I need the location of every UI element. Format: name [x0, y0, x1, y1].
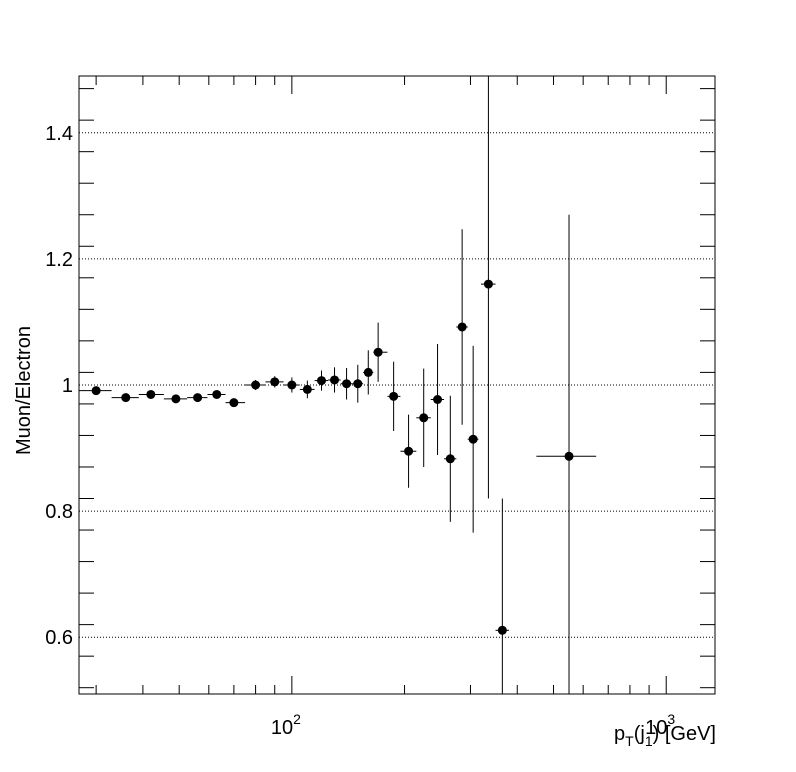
x-tick-label: 102 — [271, 711, 301, 739]
data-marker — [171, 394, 181, 404]
data-marker — [433, 395, 443, 405]
x-title-open: (j — [634, 723, 645, 745]
data-point — [373, 322, 388, 382]
data-marker — [457, 322, 467, 332]
data-point — [340, 367, 353, 400]
data-point — [328, 367, 341, 393]
x-tick-base: 10 — [271, 717, 293, 739]
data-point — [430, 344, 445, 455]
data-points — [79, 76, 597, 694]
x-title-sub-t: T — [625, 733, 634, 749]
y-tick-label: 1.2 — [45, 249, 73, 271]
x-title-p: p — [614, 723, 625, 745]
y-tick-label: 0.6 — [45, 627, 73, 649]
data-point — [299, 380, 315, 399]
data-marker — [270, 377, 280, 387]
data-point — [456, 229, 468, 425]
data-point — [111, 393, 139, 403]
data-marker — [373, 347, 383, 357]
x-tick-exponent: 2 — [293, 711, 301, 727]
data-marker — [353, 379, 363, 389]
data-point — [207, 389, 226, 399]
data-marker — [91, 386, 101, 396]
y-tick-label: 1 — [62, 375, 73, 397]
data-point — [480, 76, 496, 499]
plot-frame — [78, 75, 716, 695]
data-marker — [302, 384, 312, 394]
data-point — [387, 361, 401, 432]
data-marker — [330, 375, 340, 385]
data-point — [314, 370, 329, 391]
axis-ticks — [79, 76, 715, 694]
data-marker — [121, 393, 131, 403]
x-title-close: ) [GeV] — [653, 723, 716, 745]
data-point — [416, 368, 431, 467]
data-marker — [287, 380, 297, 390]
data-marker — [317, 376, 327, 386]
data-point — [400, 414, 417, 488]
data-marker — [468, 434, 478, 444]
data-point — [163, 394, 188, 404]
data-marker — [445, 454, 455, 464]
data-point — [444, 395, 457, 522]
x-axis-title: pT(j1) [GeV] — [614, 723, 716, 749]
data-marker — [497, 625, 507, 635]
data-point — [363, 350, 374, 395]
data-point — [495, 498, 509, 694]
data-marker — [363, 367, 373, 377]
data-point — [467, 345, 479, 533]
x-tick-exponent: 3 — [667, 711, 675, 727]
data-point — [187, 393, 208, 403]
data-marker — [483, 279, 493, 289]
data-point — [79, 386, 112, 396]
data-point — [536, 214, 597, 694]
data-point — [283, 377, 300, 393]
data-point — [245, 379, 266, 391]
data-marker — [389, 391, 399, 401]
data-marker — [212, 389, 222, 399]
data-marker — [193, 393, 203, 403]
y-tick-label: 1.4 — [45, 123, 73, 145]
data-marker — [229, 398, 239, 408]
data-marker — [419, 413, 429, 423]
data-point — [352, 364, 364, 403]
data-point — [138, 389, 164, 399]
x-tick-base: 10 — [645, 717, 667, 739]
data-marker — [146, 389, 156, 399]
data-marker — [342, 379, 352, 389]
grid-lines — [79, 132, 715, 638]
x-title-sub-1: 1 — [645, 733, 653, 749]
x-tick-label: 103 — [645, 711, 675, 739]
data-marker — [251, 380, 261, 390]
data-point — [265, 376, 284, 388]
y-axis-title: Muon/Electron — [13, 326, 35, 455]
y-tick-label: 0.8 — [45, 501, 73, 523]
data-marker — [404, 446, 414, 456]
data-marker — [564, 451, 574, 461]
data-point — [225, 398, 246, 408]
